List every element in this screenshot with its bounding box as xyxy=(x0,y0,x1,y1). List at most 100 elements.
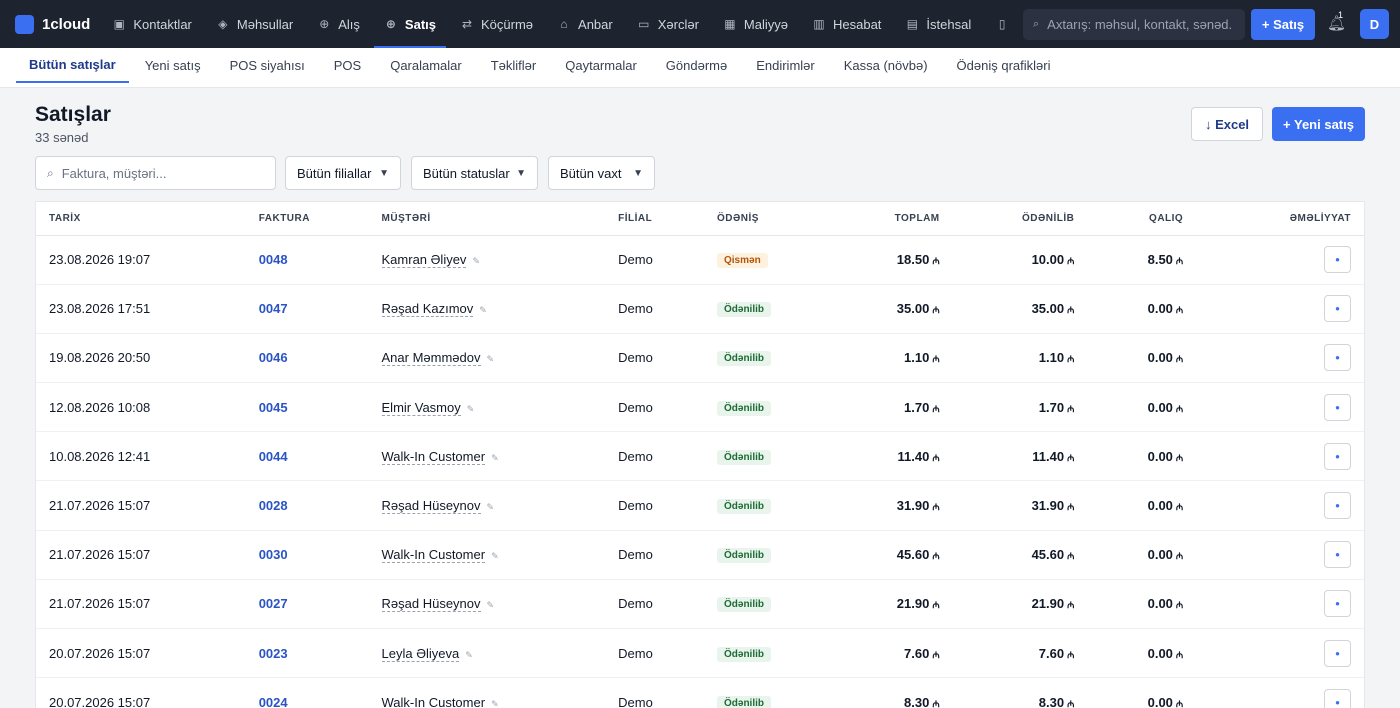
subnav-tab-5[interactable]: Təkliflər xyxy=(490,58,537,73)
invoice-link[interactable]: 0048 xyxy=(245,235,369,285)
subnav-tab-0[interactable]: Bütün satışlar xyxy=(16,48,129,83)
table-row[interactable]: 21.07.2026 15:07 0028 Rəşad Hüseynov ✎ Demo Ö… xyxy=(36,480,1364,531)
subnav-tab-10[interactable]: Ödəniş qrafikləri xyxy=(956,58,1051,73)
nav-item-7[interactable]: ▦ Maliyyə xyxy=(711,0,800,48)
customer-name[interactable]: Anar Məmmədov xyxy=(381,350,481,367)
time-filter[interactable]: Bütün vaxt ▼ xyxy=(548,156,655,190)
customer-name[interactable]: Elmir Vasmoy xyxy=(381,399,461,416)
col-balance[interactable]: QALIQ xyxy=(1087,202,1197,236)
nav-item-1[interactable]: ◈ Məhsullar xyxy=(204,0,305,48)
customer-name[interactable]: Rəşad Hüseynov xyxy=(381,498,481,515)
bell-icon[interactable]: 🔔︎ xyxy=(1327,15,1347,32)
paid-value: 35.00 xyxy=(1031,301,1065,317)
paid-value: 7.60 xyxy=(1038,645,1065,661)
new-sale-button[interactable]: + Yeni satış xyxy=(1272,107,1365,141)
nav-item-3[interactable]: ⊕ Satış xyxy=(372,0,448,48)
edit-pencil-icon[interactable]: ✎ xyxy=(466,403,475,414)
customer-name[interactable]: Rəşad Kazımov xyxy=(381,301,474,318)
user-avatar[interactable]: D xyxy=(1360,9,1389,39)
table-row[interactable]: 10.08.2026 12:41 0044 Walk-In Customer ✎ Dem… xyxy=(36,431,1364,482)
sales-search[interactable]: ⌕ xyxy=(35,156,276,190)
subnav-tab-2[interactable]: POS siyahısı xyxy=(229,58,305,73)
dot-icon: ● xyxy=(1335,353,1340,363)
row-menu-button[interactable]: ● xyxy=(1324,639,1351,667)
invoice-link[interactable]: 0023 xyxy=(245,628,369,679)
invoice-link[interactable]: 0024 xyxy=(245,677,369,708)
row-menu-button[interactable]: ● xyxy=(1324,295,1351,323)
customer-name[interactable]: Rəşad Hüseynov xyxy=(381,596,481,613)
status-filter[interactable]: Bütün statuslar ▼ xyxy=(411,156,538,190)
edit-pencil-icon[interactable]: ✎ xyxy=(491,698,499,708)
table-row[interactable]: 21.07.2026 15:07 0027 Rəşad Hüseynov ✎ Demo Ö… xyxy=(36,579,1364,630)
subnav-tab-3[interactable]: POS xyxy=(333,58,362,73)
subnav-tab-1[interactable]: Yeni satış xyxy=(144,58,201,73)
table-row[interactable]: 20.07.2026 15:07 0024 Walk-In Customer ✎ Dem… xyxy=(36,677,1364,708)
col-invoice[interactable]: FAKTURA xyxy=(245,202,369,236)
customer-name[interactable]: Kamran Əliyev xyxy=(381,252,467,269)
col-customer[interactable]: MÜŞTƏRİ xyxy=(368,202,606,236)
col-paid[interactable]: ÖDƏNİLİB xyxy=(952,202,1088,236)
edit-pencil-icon[interactable]: ✎ xyxy=(491,551,499,562)
manat-icon: ₼ xyxy=(1067,600,1075,611)
new-sale-top-button[interactable]: + Satış xyxy=(1251,9,1315,40)
status-badge: Ödənilib xyxy=(717,499,771,515)
customer-name[interactable]: Walk-In Customer xyxy=(381,694,486,708)
row-menu-button[interactable]: ● xyxy=(1324,393,1351,421)
edit-pencil-icon[interactable]: ✎ xyxy=(486,502,495,513)
total-cell: 1.70 ₼ xyxy=(831,382,953,433)
customer-name[interactable]: Leyla Əliyeva xyxy=(381,645,460,662)
branch-filter[interactable]: Bütün filiallar ▼ xyxy=(285,156,401,190)
sales-search-input[interactable] xyxy=(61,165,262,181)
invoice-link[interactable]: 0045 xyxy=(245,382,369,433)
row-menu-button[interactable]: ● xyxy=(1324,344,1351,372)
row-menu-button[interactable]: ● xyxy=(1324,492,1351,520)
invoice-link[interactable]: 0047 xyxy=(245,284,369,334)
nav-item-10[interactable]: ▯ xyxy=(983,0,1028,48)
invoice-link[interactable]: 0044 xyxy=(245,431,369,482)
row-menu-button[interactable]: ● xyxy=(1324,590,1351,618)
nav-item-4[interactable]: ⇄ Köçürmə xyxy=(448,0,545,48)
subnav-tab-6[interactable]: Qaytarmalar xyxy=(565,58,637,73)
subnav-tab-7[interactable]: Göndərmə xyxy=(665,58,728,73)
table-row[interactable]: 23.08.2026 19:07 0048 Kamran Əliyev ✎ Demo Qi… xyxy=(36,235,1364,285)
col-payment[interactable]: ÖDƏNİŞ xyxy=(704,202,832,236)
row-menu-button[interactable]: ● xyxy=(1324,688,1351,708)
col-date[interactable]: TARİX xyxy=(36,202,246,236)
nav-item-9[interactable]: ▤ İstehsal xyxy=(893,0,983,48)
excel-export-button[interactable]: ↓ Excel xyxy=(1191,107,1263,141)
invoice-link[interactable]: 0030 xyxy=(245,530,369,580)
subnav-tab-4[interactable]: Qaralamalar xyxy=(390,58,462,73)
row-menu-button[interactable]: ● xyxy=(1324,442,1351,470)
nav-item-5[interactable]: ⌂ Anbar xyxy=(545,0,625,48)
sale-date: 21.07.2026 15:07 xyxy=(36,480,246,531)
table-row[interactable]: 12.08.2026 10:08 0045 Elmir Vasmoy ✎ Demo Ödə… xyxy=(36,382,1364,433)
edit-pencil-icon[interactable]: ✎ xyxy=(486,600,495,611)
edit-pencil-icon[interactable]: ✎ xyxy=(465,649,473,660)
subnav-tab-9[interactable]: Kassa (növbə) xyxy=(843,58,928,73)
nav-item-8[interactable]: ▥ Hesabat xyxy=(800,0,893,48)
nav-item-2[interactable]: ⊕ Alış xyxy=(305,0,372,48)
global-search[interactable]: ⌕ xyxy=(1023,9,1245,40)
invoice-link[interactable]: 0028 xyxy=(245,480,369,531)
table-row[interactable]: 19.08.2026 20:50 0046 Anar Məmmədov ✎ Demo Öd… xyxy=(36,333,1364,384)
edit-pencil-icon[interactable]: ✎ xyxy=(472,256,480,267)
col-branch[interactable]: FİLİAL xyxy=(605,202,704,236)
invoice-link[interactable]: 0027 xyxy=(245,579,369,630)
row-menu-button[interactable]: ● xyxy=(1324,541,1351,569)
customer-name[interactable]: Walk-In Customer xyxy=(381,448,486,465)
global-search-input[interactable] xyxy=(1047,17,1233,32)
nav-item-0[interactable]: ▣ Kontaktlar xyxy=(100,0,204,48)
nav-item-6[interactable]: ▭ Xərclər xyxy=(625,0,711,48)
table-row[interactable]: 23.08.2026 17:51 0047 Rəşad Kazımov ✎ Demo Öd… xyxy=(36,284,1364,334)
edit-pencil-icon[interactable]: ✎ xyxy=(479,305,487,316)
edit-pencil-icon[interactable]: ✎ xyxy=(491,452,499,463)
col-total[interactable]: TOPLAM xyxy=(831,202,953,236)
edit-pencil-icon[interactable]: ✎ xyxy=(486,354,495,365)
row-menu-button[interactable]: ● xyxy=(1324,246,1351,274)
table-row[interactable]: 20.07.2026 15:07 0023 Leyla Əliyeva ✎ Demo Öd… xyxy=(36,628,1364,679)
app-logo[interactable]: 1cloud xyxy=(15,14,90,34)
customer-name[interactable]: Walk-In Customer xyxy=(381,547,486,564)
subnav-tab-8[interactable]: Endirimlər xyxy=(756,58,815,73)
table-row[interactable]: 21.07.2026 15:07 0030 Walk-In Customer ✎ Dem… xyxy=(36,530,1364,580)
invoice-link[interactable]: 0046 xyxy=(245,333,369,384)
